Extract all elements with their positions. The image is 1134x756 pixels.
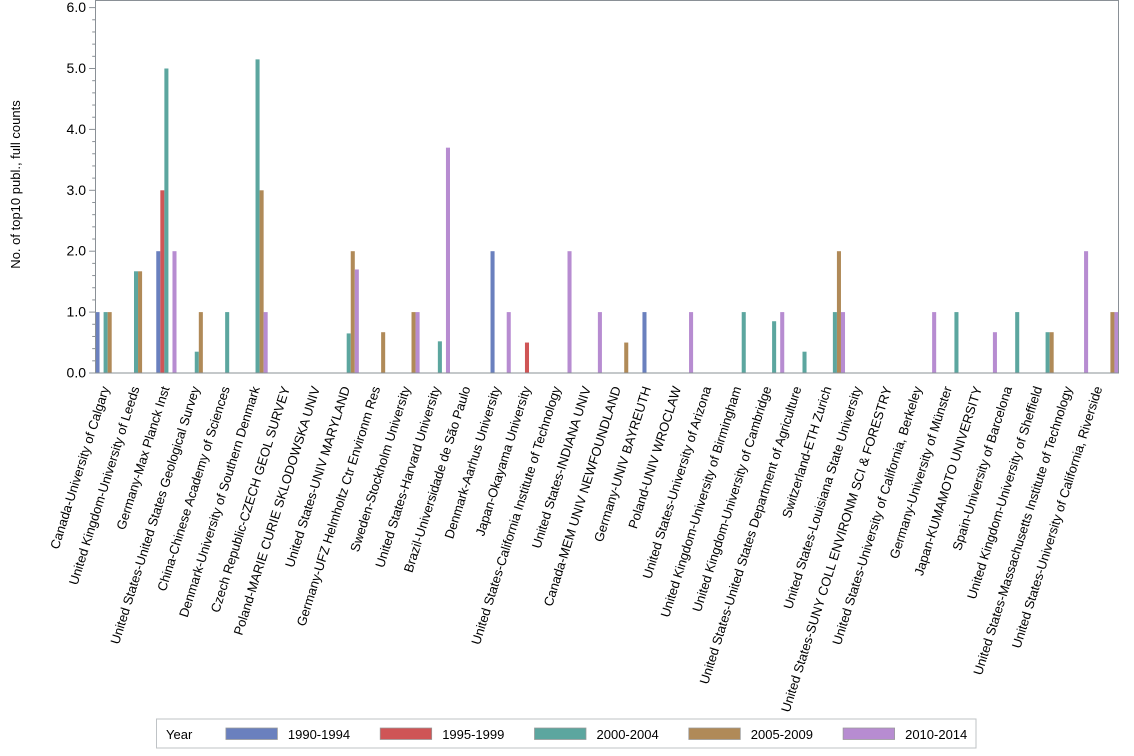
svg-text:0.0: 0.0 <box>67 365 87 381</box>
svg-text:1990-1994: 1990-1994 <box>288 727 350 742</box>
svg-text:1.0: 1.0 <box>67 304 87 320</box>
svg-text:Year: Year <box>166 727 193 742</box>
svg-text:2005-2009: 2005-2009 <box>751 727 813 742</box>
svg-text:No. of top10 publ., full count: No. of top10 publ., full counts <box>8 100 23 269</box>
svg-text:2010-2014: 2010-2014 <box>905 727 967 742</box>
svg-text:6.0: 6.0 <box>67 0 87 15</box>
svg-text:2000-2004: 2000-2004 <box>597 727 659 742</box>
svg-text:3.0: 3.0 <box>67 182 87 198</box>
svg-text:2.0: 2.0 <box>67 243 87 259</box>
svg-text:1995-1999: 1995-1999 <box>442 727 504 742</box>
svg-text:5.0: 5.0 <box>67 60 87 76</box>
svg-text:4.0: 4.0 <box>67 121 87 137</box>
